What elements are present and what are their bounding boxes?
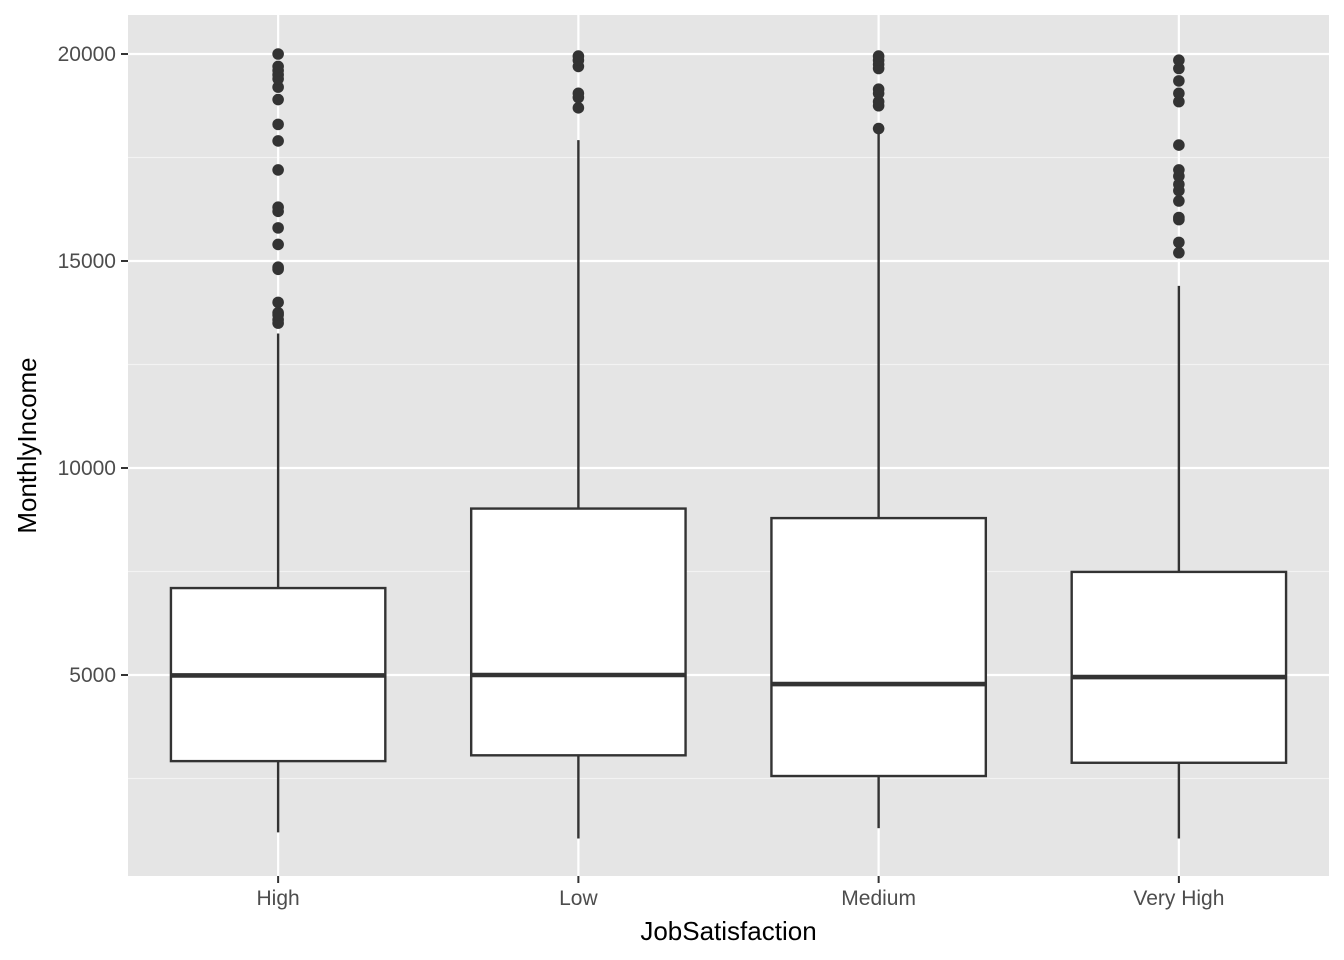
y-tick-label: 5000 <box>69 664 116 687</box>
outlier-point <box>272 164 284 176</box>
outlier-point <box>272 118 284 131</box>
iqr-box <box>469 507 687 757</box>
outlier-point <box>872 50 885 62</box>
outlier-point <box>1173 139 1185 151</box>
outlier-point <box>572 87 585 100</box>
outlier-point <box>272 296 284 309</box>
y-tick-label: 15000 <box>58 250 116 273</box>
outlier-point <box>572 102 585 114</box>
outlier-point <box>272 222 284 234</box>
outlier-point <box>1173 178 1185 191</box>
outlier-point <box>272 81 284 93</box>
outlier-point <box>272 93 284 106</box>
y-tick-label: 20000 <box>58 43 116 66</box>
y-axis: 5000 10000 15000 20000 <box>58 43 128 687</box>
outlier-point <box>872 95 885 108</box>
y-axis-title: MonthlyIncome <box>12 357 42 533</box>
minor-gridlines <box>128 156 1329 780</box>
box-high <box>169 48 387 833</box>
y-tick-label: 10000 <box>58 457 116 480</box>
box-very-high <box>1070 54 1288 839</box>
outlier-point <box>272 48 284 60</box>
x-tick-label: Very High <box>1133 887 1224 910</box>
outlier-point <box>272 238 284 251</box>
outlier-point <box>272 201 284 213</box>
outlier-point <box>1173 95 1185 108</box>
outlier-point <box>1173 195 1185 207</box>
outlier-point <box>272 261 284 274</box>
outlier-point <box>1173 164 1185 176</box>
boxes-layer <box>169 48 1288 839</box>
x-tick-label: Low <box>559 887 598 910</box>
outlier-point <box>1173 75 1185 87</box>
x-axis: High Low Medium Very High <box>257 876 1224 910</box>
iqr-box <box>770 516 988 778</box>
box-medium <box>770 50 988 829</box>
outlier-point <box>1173 236 1185 249</box>
outlier-point <box>272 306 284 319</box>
x-axis-title: JobSatisfaction <box>640 916 816 946</box>
iqr-box <box>1070 570 1288 764</box>
outlier-point <box>872 122 885 135</box>
outlier-point <box>272 135 284 147</box>
outlier-point <box>1173 211 1185 224</box>
box-low <box>469 50 687 839</box>
outlier-point <box>1173 87 1185 100</box>
outlier-point <box>1173 246 1185 259</box>
outlier-point <box>1173 54 1185 67</box>
outlier-point <box>572 50 585 62</box>
outlier-point <box>872 83 885 95</box>
outlier-point <box>272 60 284 73</box>
x-tick-label: Medium <box>841 887 916 910</box>
outlier-point <box>1173 62 1185 75</box>
x-tick-label: High <box>257 887 300 910</box>
